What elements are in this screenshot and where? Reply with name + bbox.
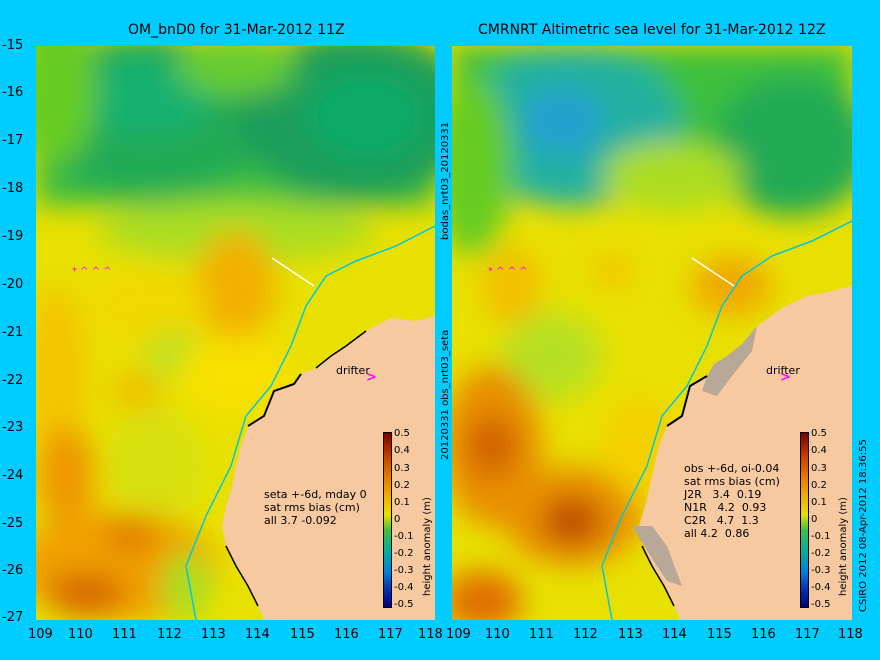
right-note-1: obs +-6d, oi-0.04 [684,462,780,475]
y-tick: -26 [2,563,24,578]
cbar-tick: 0.2 [394,480,410,491]
right-drifter-label: drifter [766,364,800,377]
x-tick: 117 [795,627,820,642]
right-colorbar-label: height anomaly (m) [838,497,849,596]
x-tick: 111 [529,627,554,642]
right-credit-label: CSIRO 2012 08-Apr-2012 18:36:55 [858,439,869,612]
x-tick: 109 [446,627,471,642]
x-tick: 115 [290,627,315,642]
right-map-title: CMRNRT Altimetric sea level for 31-Mar-2… [478,22,826,38]
left-note-2: sat rms bias (cm) [264,501,360,514]
left-colorbar-label: height anomaly (m) [422,497,433,596]
svg-text:* ^ ^ ^: * ^ ^ ^ [488,266,528,277]
right-colorbar [800,432,809,608]
depth-contour-left [185,225,435,620]
cbar-tick: 0.5 [394,428,410,439]
y-tick: -22 [2,373,24,388]
y-tick: -17 [2,133,24,148]
y-tick: -25 [2,516,24,531]
x-tick: 116 [751,627,776,642]
svg-text:>: > [366,370,377,385]
right-map-panel: * ^ ^ ^ > drifter obs +-6d, oi-0.04 sat … [452,46,852,620]
right-note-3: J2R 3.4 0.19 [684,488,762,501]
y-tick: -21 [2,325,24,340]
y-tick: -19 [2,229,24,244]
cbar-tick: 0.1 [394,497,410,508]
land-left [222,316,435,620]
x-tick: 113 [618,627,643,642]
cbar-tick: 0 [394,514,401,525]
y-tick: -20 [2,277,24,292]
x-tick: 112 [157,627,182,642]
depth-contour-right [601,220,852,620]
y-tick: -18 [2,181,24,196]
cbar-tick: -0.4 [394,582,414,593]
y-tick: -23 [2,420,24,435]
cbar-tick: 0 [811,514,818,525]
right-note-6: all 4.2 0.86 [684,527,750,540]
x-tick: 115 [707,627,732,642]
y-tick: -24 [2,468,24,483]
right-note-5: C2R 4.7 1.3 [684,514,759,527]
x-tick: 118 [418,627,443,642]
x-tick: 111 [112,627,137,642]
y-tick: -15 [2,38,24,53]
svg-text:* ^ ^ ^: * ^ ^ ^ [72,266,112,277]
left-map-svg: * ^ ^ ^ > [36,46,435,620]
cbar-tick: -0.3 [811,565,831,576]
x-tick: 114 [662,627,687,642]
cbar-tick: 0.2 [811,480,827,491]
cbar-tick: -0.4 [811,582,831,593]
cbar-tick: 0.1 [811,497,827,508]
x-tick: 110 [68,627,93,642]
left-map-panel: * ^ ^ ^ > drifter seta +-6d, mday 0 sat … [36,46,435,620]
left-drifter-label: drifter [336,364,370,377]
x-tick: 117 [378,627,403,642]
left-colorbar [383,432,392,608]
cbar-tick: -0.1 [811,531,831,542]
x-tick: 110 [485,627,510,642]
x-tick: 112 [573,627,598,642]
cbar-tick: 0.3 [811,463,827,474]
cbar-tick: -0.2 [811,548,831,559]
left-stats-note: seta +-6d, mday 0 sat rms bias (cm) all … [264,488,367,527]
cbar-tick: -0.5 [394,599,414,610]
mid-bottom-label: 20120331 obs_nrt03_seta [440,329,451,460]
left-map-title: OM_bnD0 for 31-Mar-2012 11Z [128,22,345,38]
cbar-tick: 0.4 [394,445,410,456]
x-tick: 114 [245,627,270,642]
left-note-3: all 3.7 -0.092 [264,514,337,527]
right-note-2: sat rms bias (cm) [684,475,780,488]
mid-top-label: bodas_nrt03_20120331 [440,121,451,240]
y-tick: -27 [2,610,24,625]
right-note-4: N1R 4.2 0.93 [684,501,767,514]
x-tick: 109 [28,627,53,642]
cbar-tick: 0.3 [394,463,410,474]
cbar-tick: -0.5 [811,599,831,610]
y-tick: -16 [2,85,24,100]
cbar-tick: -0.2 [394,548,414,559]
cbar-tick: 0.5 [811,428,827,439]
svg-text:>: > [780,370,791,385]
x-tick: 118 [838,627,863,642]
x-tick: 113 [201,627,226,642]
land-right [639,286,852,620]
left-note-1: seta +-6d, mday 0 [264,488,367,501]
right-map-svg: * ^ ^ ^ > [452,46,852,620]
x-tick: 116 [334,627,359,642]
cbar-tick: 0.4 [811,445,827,456]
cbar-tick: -0.1 [394,531,414,542]
cbar-tick: -0.3 [394,565,414,576]
right-stats-note: obs +-6d, oi-0.04 sat rms bias (cm) J2R … [684,462,780,540]
